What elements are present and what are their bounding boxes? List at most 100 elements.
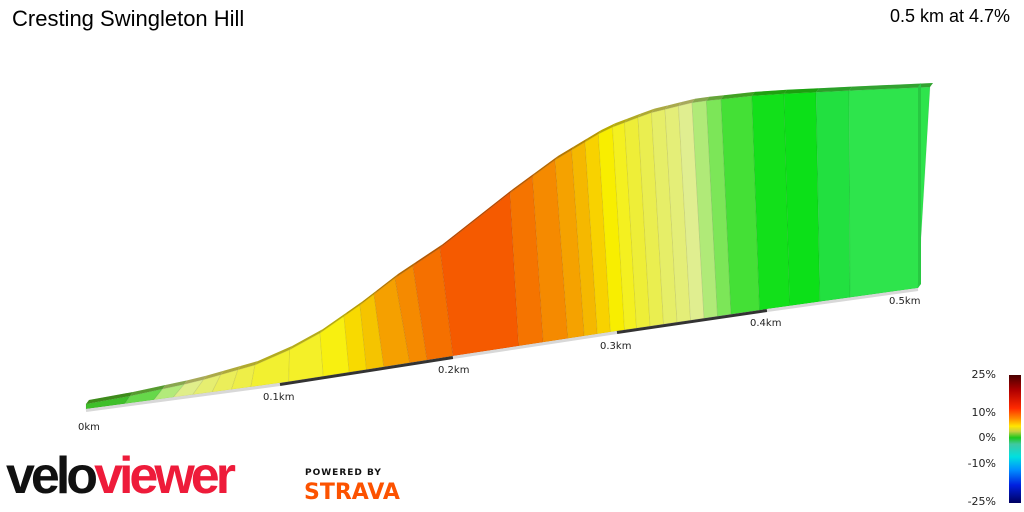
veloviewer-logo: veloviewer (6, 447, 236, 505)
profile-segment-rim (624, 113, 641, 123)
profile-segment-rim (638, 108, 655, 118)
profile-segment-rim (203, 370, 224, 380)
strava-logo: STRAVA (304, 480, 400, 505)
distance-tick-label: 0.1km (263, 392, 294, 403)
profile-segment (250, 349, 291, 388)
profile-segment-rim (510, 172, 536, 193)
climb-summary: 0.5 km at 4.7% (889, 6, 1010, 26)
profile-segment-rim (665, 102, 682, 110)
profile-segment-rim (360, 290, 377, 305)
profile-end-face (918, 83, 921, 288)
distance-tick-label: 0.2km (438, 365, 469, 376)
profile-segment-rim (395, 262, 416, 278)
profile-segment-rim (289, 329, 323, 350)
distance-tick-label: 0km (78, 422, 100, 433)
profile-segment-rim (585, 130, 602, 142)
profile-segment-rim (374, 274, 398, 295)
profile-segment-rim (624, 113, 641, 123)
gradient-color-scale (1009, 375, 1021, 503)
profile-segment-rim (532, 156, 558, 177)
profile-segment-rim (162, 380, 188, 389)
profile-segment-rim (440, 189, 513, 248)
profile-segment-rim (374, 274, 398, 295)
profile-segment-rim (555, 146, 575, 160)
profile-segment-rim (692, 96, 710, 103)
distance-tick-label: 0.5km (889, 296, 920, 307)
axis-segment (279, 356, 454, 386)
distance-tick-labels: 0km 0.1km 0.2km 0.3km 0.4km 0.5km (78, 296, 920, 433)
profile-segment-rim (555, 146, 575, 160)
profile-segment-rim (237, 361, 258, 370)
profile-segment-rim (532, 156, 558, 177)
profile-segment-rim (784, 88, 819, 94)
profile-segment-rim (678, 98, 695, 107)
profile-segment (439, 192, 520, 357)
profile-segment-rim (751, 89, 787, 96)
profile-segment-rim (612, 118, 628, 128)
profile-segment-rim (706, 95, 724, 101)
axis-segment (766, 288, 919, 312)
profile-segment (815, 90, 851, 303)
profile-segment-rim (255, 345, 293, 365)
profile-segment-rim (320, 312, 347, 333)
profile-segment-rim (220, 365, 241, 375)
profile-segment-rim (440, 189, 513, 248)
axis-segment (85, 383, 281, 412)
profile-segment-rim (320, 312, 347, 333)
profile-segment-rim (86, 392, 133, 404)
powered-by-label: POWERED BY (305, 468, 382, 478)
profile-segment-rim (721, 91, 755, 100)
profile-segment-rim (184, 375, 207, 385)
profile-segment-rim (784, 88, 819, 94)
profile-segment-rim (203, 370, 224, 380)
page-title: Cresting Swingleton Hill (12, 6, 245, 31)
profile-segment-rim (237, 361, 258, 370)
profile-segment-rim (598, 123, 616, 134)
profile-segment-rim (849, 83, 933, 91)
profile-segment-rim (612, 118, 628, 128)
profile-segment-rim (651, 105, 668, 113)
legend-tick: -25% (967, 495, 996, 508)
gradient-legend: 25% 10% 0% -10% -25% (950, 368, 1024, 512)
profile-segment-rim (585, 130, 602, 142)
distance-axis (85, 288, 919, 412)
profile-segment-rim (130, 385, 166, 396)
distance-tick-label: 0.3km (600, 341, 631, 352)
legend-tick: 25% (971, 368, 996, 381)
profile-segment-rim (638, 108, 655, 118)
legend-tick: 0% (978, 431, 996, 444)
profile-segments (85, 83, 933, 410)
profile-segment (848, 86, 931, 298)
profile-segment-rim (598, 123, 616, 134)
profile-segment-rim (816, 86, 852, 93)
profile-segment (783, 91, 821, 307)
profile-segment-rim (665, 102, 682, 110)
profile-segment-rim (86, 392, 133, 404)
profile-segment-rim (344, 301, 363, 317)
profile-segment-rim (849, 83, 933, 91)
distance-tick-label: 0.4km (750, 318, 781, 329)
profile-segment-rim (220, 365, 241, 375)
profile-segment-rim (678, 98, 695, 107)
logo-viewer: viewer (94, 447, 236, 505)
profile-segment-rim (692, 96, 710, 103)
profile-segment-rim (816, 86, 852, 93)
profile-segment-rim (751, 89, 787, 96)
legend-tick: -10% (967, 457, 996, 470)
profile-segment-rim (571, 138, 588, 150)
profile-segment-rim (130, 385, 166, 396)
profile-segment-rim (510, 172, 536, 193)
axis-segment (452, 331, 618, 359)
profile-segment-rim (162, 380, 188, 389)
logo-velo: velo (6, 447, 98, 505)
profile-segment-rim (721, 91, 755, 100)
profile-segment-rim (344, 301, 363, 317)
profile-segment-rim (289, 329, 323, 350)
profile-segment-rim (413, 244, 443, 266)
profile-segment-rim (184, 375, 207, 385)
legend-tick: 10% (971, 406, 996, 419)
profile-segment-rim (706, 95, 724, 101)
profile-segment-rim (255, 345, 293, 365)
profile-segment-rim (651, 105, 668, 113)
